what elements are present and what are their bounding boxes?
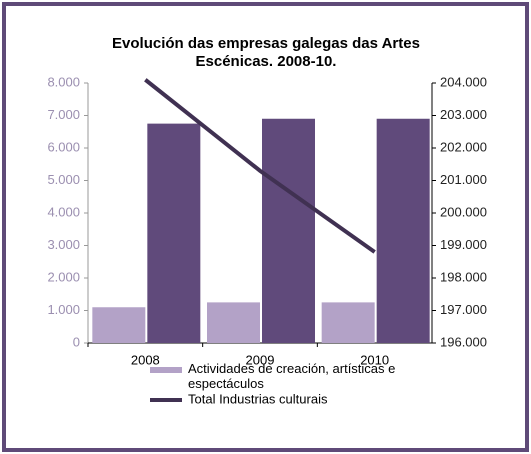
bar <box>321 302 375 343</box>
y-tick-label: 1.000 <box>47 302 80 317</box>
y2-tick-label: 199.000 <box>440 237 487 252</box>
y-tick-label: 7.000 <box>47 107 80 122</box>
bar <box>262 118 315 343</box>
line-series <box>144 78 376 254</box>
x-tick-label: 2008 <box>131 352 160 367</box>
bar <box>376 118 430 343</box>
legend-swatch <box>150 367 182 373</box>
y2-tick-label: 202.000 <box>440 139 487 154</box>
y-tick-label: 2.000 <box>47 269 80 284</box>
x-tick-label: 2010 <box>360 352 389 367</box>
y2-tick-label: 204.000 <box>440 74 487 89</box>
legend-line: espectáculos <box>188 376 264 391</box>
bar <box>207 302 260 343</box>
bar <box>92 307 146 343</box>
x-tick-label: 2009 <box>246 352 275 367</box>
y2-tick-label: 197.000 <box>440 302 487 317</box>
y-tick-label: 5.000 <box>47 172 80 187</box>
legend-line: Actividades de creación, artísticas e <box>188 361 395 376</box>
bar <box>147 123 201 343</box>
y-tick-label: 4.000 <box>47 204 80 219</box>
y2-tick-label: 203.000 <box>440 107 487 122</box>
legend-label: Total Industrias culturais <box>188 391 328 406</box>
y2-tick-label: 198.000 <box>440 269 487 284</box>
y-tick-label: 8.000 <box>47 74 80 89</box>
legend-label: Actividades de creación, artísticas e esp… <box>188 361 395 391</box>
y2-tick-label: 201.000 <box>440 172 487 187</box>
y-tick-label: 0 <box>73 334 80 349</box>
y2-tick-label: 200.000 <box>440 204 487 219</box>
chart-title: Escénicas. 2008-10. <box>196 53 337 70</box>
legend-swatch <box>150 398 182 402</box>
chart-title: Evolución das empresas galegas das Artes <box>112 35 420 52</box>
y-tick-label: 6.000 <box>47 139 80 154</box>
y2-tick-label: 196.000 <box>440 334 487 349</box>
y-tick-label: 3.000 <box>47 237 80 252</box>
